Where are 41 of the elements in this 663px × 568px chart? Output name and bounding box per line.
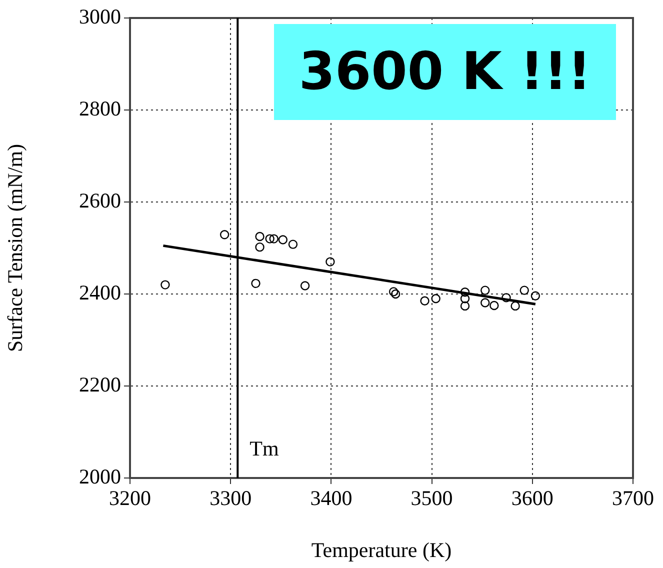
point: [278, 235, 288, 244]
point: [480, 298, 490, 308]
x-tick-label: 3700: [612, 486, 654, 510]
point: [251, 278, 260, 288]
point: [431, 294, 440, 304]
point: [520, 286, 529, 295]
point: [420, 296, 430, 306]
point: [288, 240, 298, 249]
x-axis-title: Temperature (K): [311, 538, 452, 562]
point: [530, 291, 540, 300]
point: [220, 230, 230, 240]
x-tick-label: 3600: [511, 486, 554, 510]
point: [460, 301, 470, 311]
point: [390, 289, 400, 299]
y-tick-label: 2000: [79, 464, 121, 489]
point: [160, 280, 170, 290]
point: [269, 234, 278, 244]
point: [480, 286, 490, 295]
y-tick-label: 3000: [79, 4, 121, 29]
point: [265, 234, 274, 244]
y-axis-title: Surface Tension (mN/m): [3, 144, 28, 352]
ref-line-label: Tm: [250, 436, 279, 461]
x-tick-label: 3200: [109, 486, 151, 510]
point: [510, 301, 520, 311]
point: [460, 288, 470, 297]
x-tick-label: 3400: [310, 486, 352, 510]
point: [255, 242, 264, 252]
point: [502, 293, 511, 302]
point: [326, 257, 335, 266]
y-tick-label: 2200: [79, 372, 121, 397]
x-tick-label: 3500: [410, 486, 453, 510]
y-tick-label: 2400: [79, 280, 121, 305]
point: [300, 281, 310, 290]
annotation: 3600 K !!!: [274, 24, 616, 120]
point: [388, 287, 398, 296]
x-tick-label: 3300: [210, 486, 252, 510]
point: [255, 232, 264, 242]
y-tick-label: 2800: [79, 96, 121, 121]
y-tick-label: 2600: [79, 188, 121, 213]
point: [490, 300, 499, 310]
point: [460, 294, 470, 304]
